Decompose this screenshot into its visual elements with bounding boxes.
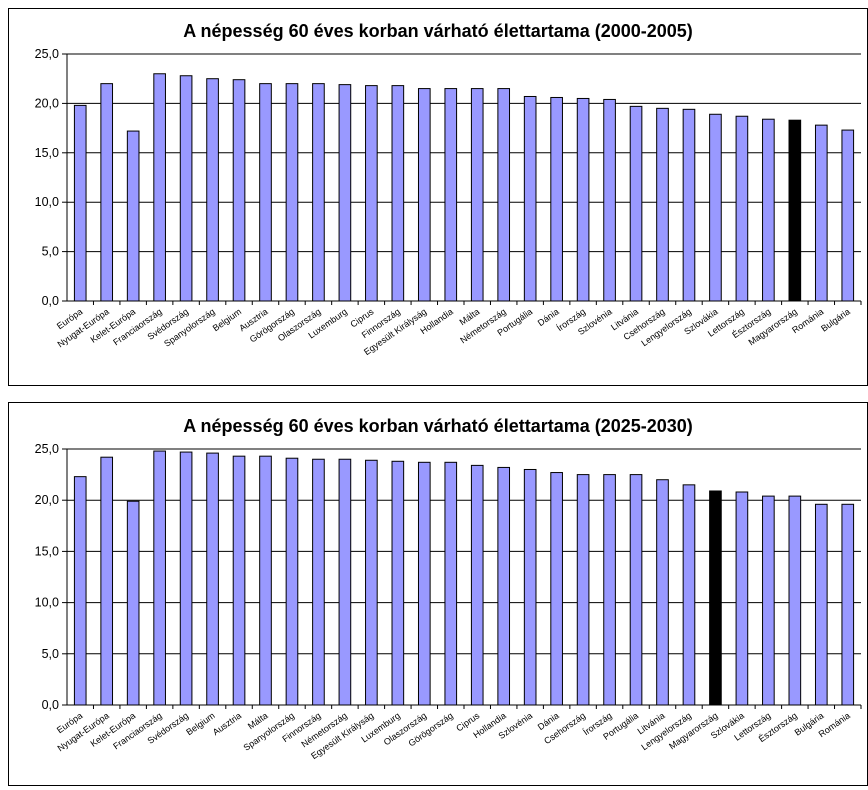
bar bbox=[656, 107, 669, 302]
bar bbox=[126, 500, 140, 706]
bar bbox=[100, 456, 114, 706]
y-tick-label: 0,0 bbox=[42, 294, 59, 308]
bar bbox=[153, 73, 166, 302]
bar bbox=[73, 104, 87, 302]
chart-panel-2000-2005: A népesség 60 éves korban várható életta… bbox=[8, 8, 868, 386]
y-tick-label: 20,0 bbox=[35, 96, 59, 110]
bar bbox=[841, 129, 855, 302]
y-tick-label: 25,0 bbox=[35, 47, 59, 61]
bar bbox=[179, 451, 193, 706]
y-tick-label: 5,0 bbox=[42, 245, 59, 259]
y-tick-label: 25,0 bbox=[35, 442, 59, 456]
bar bbox=[206, 452, 219, 706]
y-tick-label: 15,0 bbox=[35, 544, 59, 558]
bar-highlight bbox=[709, 490, 722, 706]
y-tick-label: 15,0 bbox=[35, 146, 59, 160]
y-tick-label: 0,0 bbox=[42, 698, 59, 712]
bar bbox=[709, 113, 722, 302]
bar bbox=[365, 85, 378, 302]
y-tick-label: 10,0 bbox=[35, 195, 59, 209]
bar bbox=[497, 88, 511, 302]
bar bbox=[629, 105, 643, 302]
bar bbox=[391, 85, 405, 302]
y-tick-label: 20,0 bbox=[35, 493, 59, 507]
x-tick-label: Bulgária bbox=[819, 306, 852, 333]
bar bbox=[762, 118, 775, 302]
bar bbox=[550, 96, 563, 302]
bar bbox=[100, 83, 114, 302]
bar bbox=[312, 83, 325, 302]
bar-chart-2025-2030: 0,05,010,015,020,025,0EurópaNyugat-Európ… bbox=[35, 442, 862, 761]
x-tick-label: Belgium bbox=[184, 710, 216, 737]
chart-title: A népesség 60 éves korban várható életta… bbox=[183, 416, 693, 436]
bar bbox=[735, 491, 749, 706]
bar bbox=[814, 124, 828, 302]
bar bbox=[788, 495, 802, 706]
bar-highlight bbox=[788, 119, 802, 302]
bar bbox=[232, 455, 246, 706]
x-tick-label: Ausztria bbox=[211, 710, 243, 737]
bar bbox=[444, 461, 458, 706]
bar bbox=[259, 455, 272, 706]
y-tick-label: 5,0 bbox=[42, 647, 59, 661]
bar bbox=[338, 84, 352, 302]
bar bbox=[285, 457, 299, 706]
bar bbox=[682, 484, 696, 706]
bar bbox=[259, 83, 272, 302]
bar bbox=[179, 75, 193, 302]
bar bbox=[523, 95, 537, 302]
chart-panel-2025-2030: A népesség 60 éves korban várható életta… bbox=[8, 402, 868, 786]
bar-chart-2000-2005: 0,05,010,015,020,025,0EurópaNyugat-Európ… bbox=[35, 47, 862, 357]
bar bbox=[735, 115, 749, 302]
bar bbox=[417, 88, 431, 302]
bar bbox=[338, 458, 352, 706]
bar bbox=[497, 466, 511, 706]
bar bbox=[285, 83, 299, 302]
bar bbox=[232, 79, 246, 302]
bar bbox=[523, 468, 537, 706]
bar bbox=[762, 495, 775, 706]
bar bbox=[470, 464, 484, 706]
bar bbox=[417, 461, 431, 706]
chart-title: A népesség 60 éves korban várható életta… bbox=[183, 21, 693, 41]
bar bbox=[444, 88, 458, 302]
bar bbox=[682, 108, 696, 302]
bar bbox=[576, 97, 590, 302]
bar bbox=[841, 503, 855, 706]
x-tick-label: Belgium bbox=[211, 306, 243, 333]
bar bbox=[656, 479, 669, 706]
bar bbox=[206, 78, 219, 302]
bar bbox=[73, 476, 87, 706]
y-tick-label: 10,0 bbox=[35, 596, 59, 610]
bar bbox=[391, 460, 405, 706]
bar bbox=[312, 458, 325, 706]
bar bbox=[576, 474, 590, 706]
bar bbox=[153, 450, 166, 706]
bar bbox=[365, 459, 378, 706]
bar bbox=[629, 474, 643, 706]
bar bbox=[126, 130, 140, 302]
bar bbox=[470, 88, 484, 302]
bar bbox=[603, 474, 616, 706]
bar bbox=[814, 503, 828, 706]
bar bbox=[550, 472, 563, 706]
bar bbox=[603, 98, 616, 302]
